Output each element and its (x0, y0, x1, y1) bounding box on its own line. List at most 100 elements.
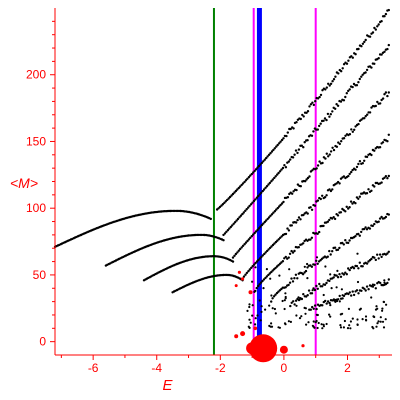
point-scatter (338, 300, 341, 303)
point-band-11 (350, 294, 353, 297)
point-band-10 (345, 273, 348, 276)
point-scatter (379, 320, 382, 323)
point-scatter (340, 288, 343, 291)
point-band-5 (344, 95, 347, 99)
point-band-5 (235, 219, 238, 222)
point-band-8 (370, 189, 373, 192)
point-band-4 (236, 188, 239, 191)
point-scatter (254, 317, 257, 320)
point-band-6 (299, 185, 302, 188)
point-scatter (361, 318, 364, 321)
point-band-6 (384, 91, 388, 94)
red-point-10 (301, 344, 305, 348)
point-band-9 (326, 255, 329, 258)
point-band-5 (273, 176, 276, 180)
point-scatter (283, 299, 286, 302)
point-scatter (260, 305, 263, 308)
point-band-6 (327, 155, 330, 158)
point-band-5 (351, 85, 354, 89)
point-scatter (371, 325, 374, 329)
point-band-4 (387, 8, 390, 12)
point-band-9 (357, 232, 360, 236)
point-band-7 (306, 212, 309, 215)
point-band-7 (310, 208, 314, 211)
point-band-5 (258, 193, 261, 196)
point-scatter (316, 326, 319, 330)
point-band-4 (240, 183, 243, 187)
point-band-4 (237, 186, 240, 190)
point-band-6 (316, 164, 320, 167)
axes (54, 8, 392, 356)
point-band-9 (333, 246, 337, 249)
point-band-11 (337, 298, 340, 301)
point-band-10 (374, 258, 377, 262)
point-scatter (274, 312, 277, 315)
point-band-11 (363, 287, 366, 290)
point-band-10 (323, 283, 327, 286)
point-band-11 (364, 289, 367, 292)
point-band-8 (288, 252, 292, 255)
point-band-6 (259, 225, 262, 228)
point-band-4 (308, 105, 311, 108)
point-band-5 (339, 100, 343, 103)
point-band-5 (222, 233, 225, 237)
point-band-4 (267, 153, 271, 156)
y-tick-label: 200 (26, 68, 46, 82)
point-band-5 (255, 196, 259, 199)
point-band-5 (323, 117, 327, 120)
point-band-5 (319, 122, 322, 125)
point-band-5 (345, 92, 348, 95)
point-band-7 (299, 218, 302, 221)
point-band-9 (291, 280, 295, 283)
point-band-4 (286, 131, 289, 134)
point-band-4 (223, 201, 226, 204)
point-band-10 (339, 275, 343, 278)
point-band-5 (291, 156, 295, 159)
point-band-6 (279, 203, 282, 207)
point-band-8 (281, 260, 285, 263)
point-band-5 (226, 229, 230, 232)
point-band-7 (290, 224, 293, 227)
point-band-6 (240, 246, 243, 249)
point-band-4 (239, 185, 242, 188)
point-scatter (265, 268, 268, 271)
point-scatter (336, 269, 339, 272)
point-scatter (298, 317, 302, 320)
point-scatter (260, 310, 263, 313)
point-band-10 (347, 267, 350, 270)
point-band-9 (272, 295, 276, 298)
point-scatter (246, 309, 249, 312)
point-scatter (315, 256, 319, 259)
point-band-5 (306, 139, 309, 142)
point-band-5 (223, 232, 227, 235)
point-band-6 (383, 93, 386, 96)
point-band-4 (314, 100, 317, 103)
point-band-4 (327, 82, 330, 86)
red-point-4 (240, 331, 246, 337)
point-band-7 (321, 194, 324, 197)
point-band-8 (358, 195, 361, 198)
point-band-4 (354, 53, 357, 56)
point-band-5 (380, 53, 383, 56)
point-band-7 (258, 257, 262, 260)
point-band-10 (312, 287, 315, 290)
point-band-10 (292, 300, 295, 303)
point-band-7 (242, 275, 246, 278)
point-band-5 (231, 224, 234, 227)
point-band-6 (379, 102, 382, 105)
point-scatter (295, 314, 298, 317)
point-band-10 (294, 299, 298, 302)
point-scatter (356, 280, 360, 284)
point-band-4 (373, 26, 376, 30)
point-band-10 (293, 303, 296, 306)
point-band-4 (331, 80, 334, 83)
point-band-6 (254, 230, 258, 233)
point-scatter (381, 307, 384, 310)
point-band-5 (262, 188, 266, 191)
point-band-5 (289, 158, 292, 161)
point-scatter (283, 307, 286, 311)
point-band-4 (231, 192, 235, 196)
point-band-9 (274, 293, 277, 296)
point-band-5 (318, 124, 321, 128)
point-band-7 (331, 188, 334, 191)
